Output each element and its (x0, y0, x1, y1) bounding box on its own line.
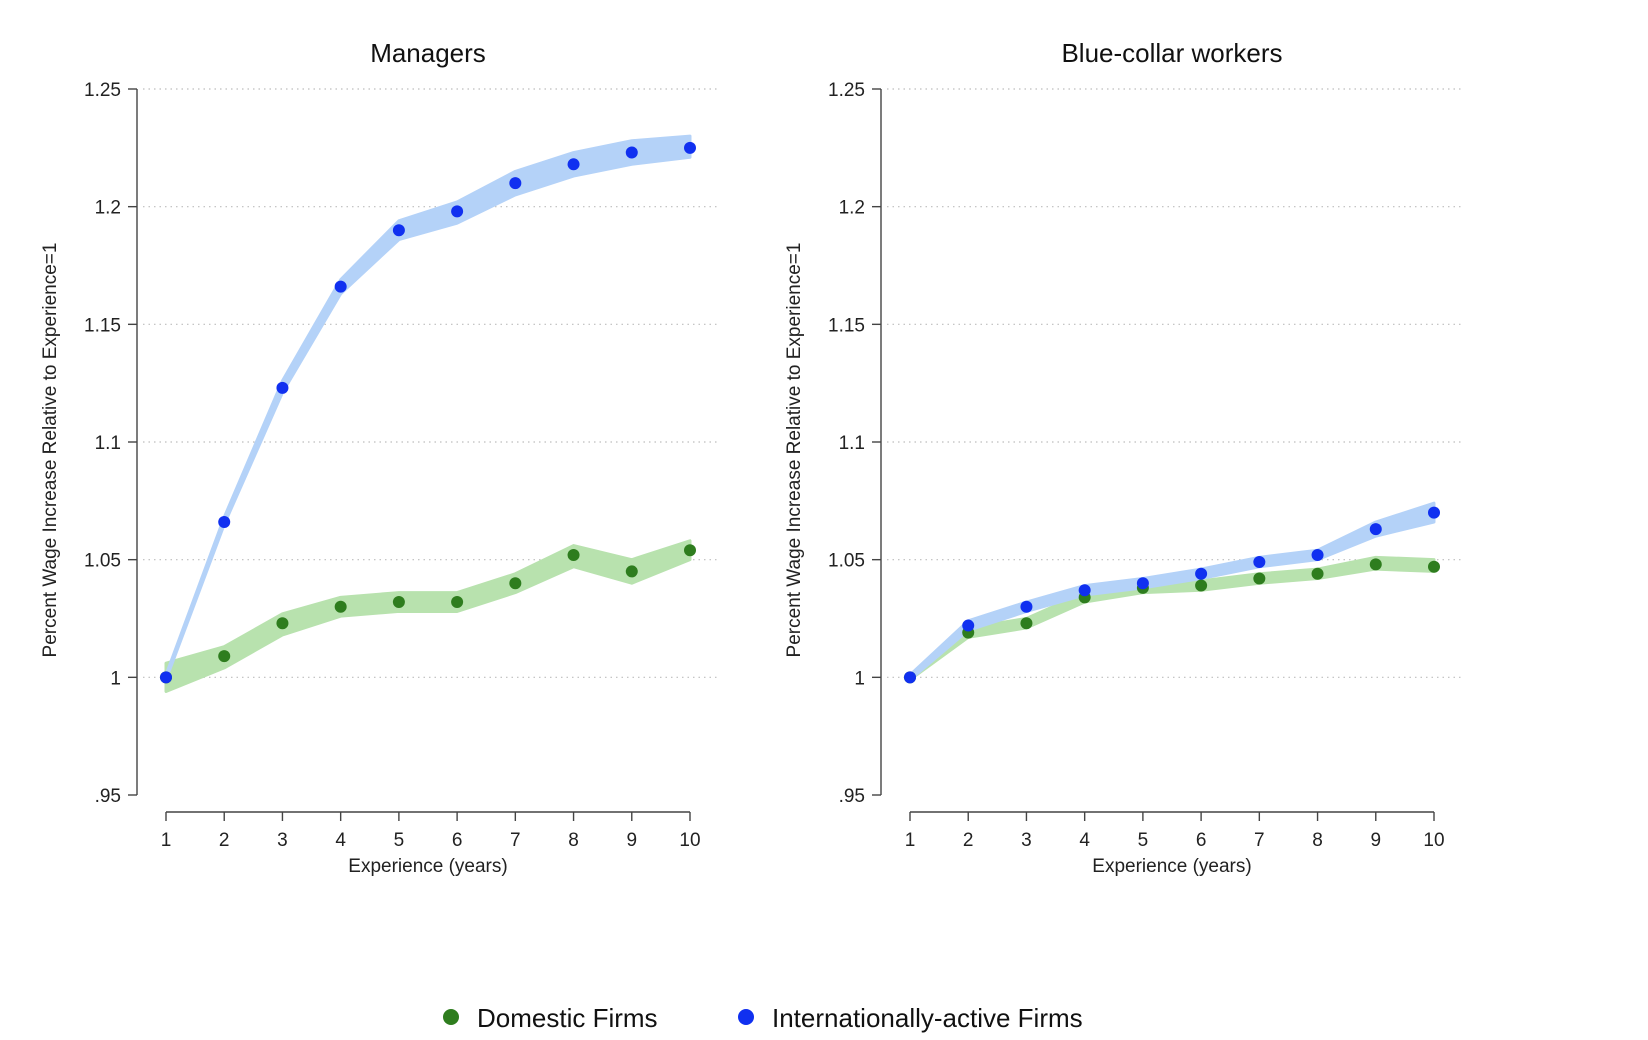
y-tick-label: 1.1 (95, 433, 121, 454)
point-international (276, 381, 289, 394)
panel-managers: Managers .95 1 1.05 1.1 1.15 1.2 1.25 1 2 3 4 5 6 7 8 9 1… (40, 38, 718, 877)
x-tick-label: 4 (335, 830, 346, 851)
y-tick-label: 1.2 (839, 198, 865, 219)
point-international (567, 158, 580, 171)
point-domestic (334, 600, 347, 613)
panel-title: Managers (370, 38, 486, 68)
point-domestic (1253, 572, 1266, 585)
point-international (509, 177, 522, 190)
y-tick-label: 1.1 (839, 433, 865, 454)
x-tick-label: 5 (394, 830, 405, 851)
y-tick-label: 1.05 (84, 551, 121, 572)
legend-marker-domestic (443, 1009, 459, 1025)
point-domestic (1369, 558, 1382, 571)
point-domestic (509, 577, 522, 590)
x-tick-label: 2 (963, 830, 974, 851)
x-tick-label: 1 (161, 830, 172, 851)
x-tick-label: 1 (905, 830, 916, 851)
ci-band-domestic (164, 539, 692, 693)
y-tick-label: 1 (110, 668, 121, 689)
point-international (1369, 523, 1382, 536)
x-tick-label: 6 (452, 830, 463, 851)
point-domestic (625, 565, 638, 578)
point-international (1136, 577, 1149, 590)
legend: Domestic Firms Internationally-active Fir… (443, 1003, 1083, 1033)
point-international (451, 205, 464, 218)
ci-band-international (908, 501, 1436, 682)
x-tick-label: 3 (1021, 830, 1032, 851)
y-axis-label: Percent Wage Increase Relative to Experi… (784, 243, 805, 658)
point-domestic (1311, 567, 1324, 580)
x-tick-label: 9 (1370, 830, 1381, 851)
point-domestic (392, 596, 405, 609)
point-domestic (684, 544, 696, 557)
point-international (1020, 600, 1033, 613)
point-domestic (567, 548, 580, 561)
point-domestic (1020, 617, 1033, 630)
y-tick-label: .95 (95, 786, 121, 807)
point-domestic (218, 650, 231, 663)
point-international (218, 516, 231, 529)
point-domestic (451, 596, 464, 609)
point-international (684, 141, 696, 154)
x-tick-label: 6 (1196, 830, 1207, 851)
legend-marker-international (738, 1009, 754, 1025)
y-tick-label: 1.15 (84, 315, 121, 336)
panel-title: Blue-collar workers (1061, 38, 1282, 68)
point-international (160, 671, 172, 684)
x-tick-label: 4 (1079, 830, 1090, 851)
point-international (1311, 548, 1324, 561)
point-international (1078, 584, 1091, 597)
x-tick-label: 3 (277, 830, 288, 851)
y-tick-label: .95 (839, 786, 865, 807)
y-tick-label: 1.2 (95, 198, 121, 219)
point-international (1253, 556, 1266, 569)
point-international (334, 280, 347, 293)
ci-band-international (164, 134, 692, 682)
y-tick-label: 1 (854, 668, 865, 689)
y-tick-label: 1.25 (84, 80, 121, 101)
y-axis-label: Percent Wage Increase Relative to Experi… (40, 243, 61, 658)
point-domestic (1195, 579, 1208, 592)
x-tick-label: 10 (1423, 830, 1444, 851)
x-tick-label: 2 (219, 830, 230, 851)
x-tick-label: 7 (1254, 830, 1265, 851)
x-tick-label: 8 (1312, 830, 1323, 851)
x-tick-label: 8 (568, 830, 579, 851)
point-international (1428, 506, 1440, 519)
point-domestic (276, 617, 289, 630)
y-tick-label: 1.05 (828, 551, 865, 572)
point-international (904, 671, 916, 684)
point-international (625, 146, 638, 159)
x-tick-label: 10 (679, 830, 700, 851)
x-tick-label: 5 (1138, 830, 1149, 851)
point-international (962, 619, 975, 632)
legend-label-international: Internationally-active Firms (772, 1003, 1083, 1033)
x-tick-label: 7 (510, 830, 521, 851)
x-axis-label: Experience (years) (348, 856, 507, 877)
y-tick-label: 1.25 (828, 80, 865, 101)
point-international (1195, 567, 1208, 580)
point-international (392, 224, 405, 237)
x-axis-label: Experience (years) (1092, 856, 1251, 877)
point-domestic (1428, 560, 1440, 573)
legend-label-domestic: Domestic Firms (477, 1003, 658, 1033)
panel-blue-collar-workers: Blue-collar workers .95 1 1.05 1.1 1.15 1.2 1.2… (784, 38, 1462, 877)
x-tick-label: 9 (626, 830, 637, 851)
y-tick-label: 1.15 (828, 315, 865, 336)
